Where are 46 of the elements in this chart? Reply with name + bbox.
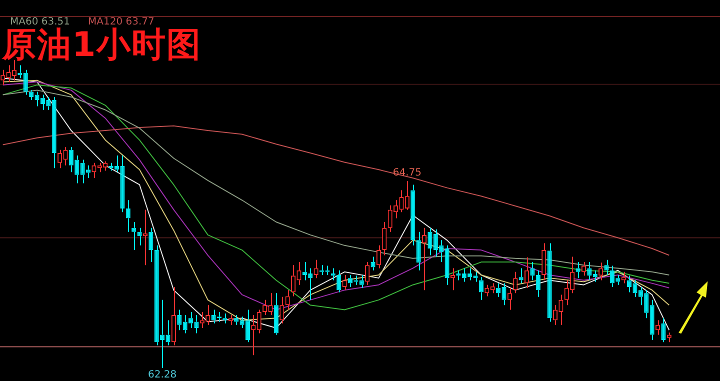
candlestick [137, 227, 142, 246]
candlestick [422, 227, 427, 291]
candlestick [382, 222, 387, 256]
candlestick [610, 265, 614, 288]
candlestick [200, 311, 204, 328]
candlestick [336, 270, 342, 293]
candlestick [154, 244, 159, 346]
candlestick [222, 312, 228, 324]
candlestick [547, 242, 552, 322]
chart-title: 原油1小时图 [2, 25, 202, 67]
candlestick [302, 262, 307, 281]
candlestick [228, 314, 233, 326]
candlestick [524, 256, 530, 288]
candlestick [564, 280, 569, 306]
text: MA60 63.51 [10, 16, 70, 28]
candlestick [661, 318, 666, 343]
candlestick [518, 268, 524, 284]
candlestick [388, 204, 392, 232]
candlestick [513, 271, 518, 294]
candlestick [576, 262, 580, 279]
candlestick [370, 256, 376, 271]
candlestick [274, 292, 278, 336]
candlestick [280, 296, 284, 324]
candlestick [666, 332, 672, 343]
candlestick [132, 222, 136, 251]
candlestick [570, 256, 575, 294]
candlestick [171, 286, 176, 346]
text: MA120 63.77 [88, 16, 154, 28]
candlestick [285, 290, 290, 310]
candlestick [376, 244, 381, 269]
candlestick [308, 268, 313, 300]
candlestick [416, 231, 421, 271]
candlestick [616, 274, 620, 286]
candlestick [126, 200, 130, 232]
candlestick [365, 262, 370, 286]
candlestick [450, 268, 456, 291]
candlestick [410, 184, 416, 246]
candlestick [148, 227, 154, 263]
candlestick [103, 160, 108, 172]
candlestick [68, 146, 74, 173]
candlestick [604, 259, 609, 276]
candlestick [542, 242, 546, 281]
candlestick [621, 271, 626, 284]
annotation: 62.28 [148, 370, 177, 381]
candlestick [478, 276, 484, 300]
annotation: 64.75 [392, 168, 422, 179]
